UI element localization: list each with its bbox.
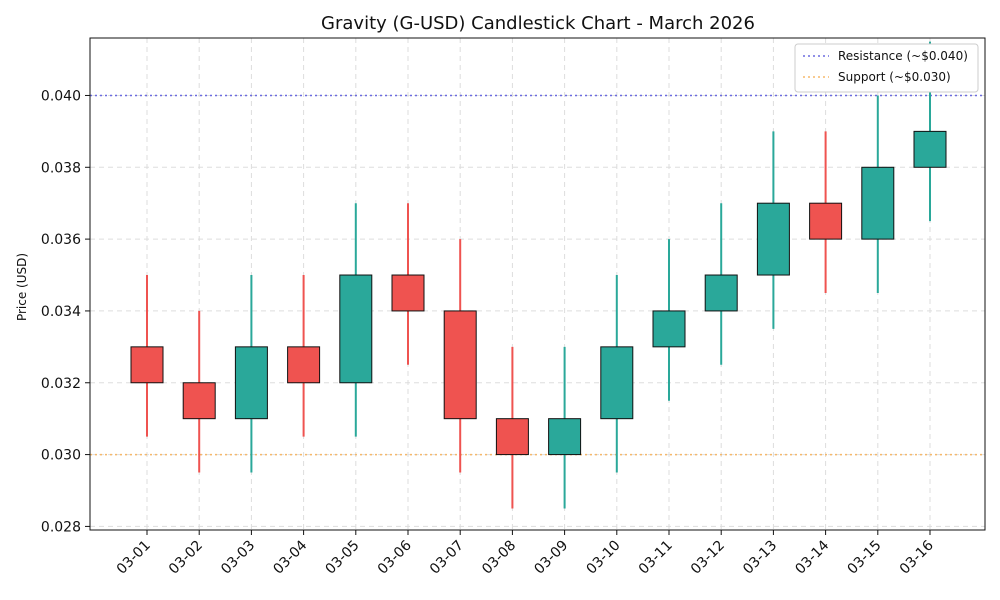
candle-03-09 bbox=[548, 346, 582, 509]
x-tick-label: 03-06 bbox=[375, 537, 415, 577]
candle-body bbox=[548, 418, 582, 456]
candle-body bbox=[287, 346, 321, 384]
x-tick-label: 03-09 bbox=[531, 538, 571, 578]
candle-03-14 bbox=[809, 131, 843, 293]
candle-body bbox=[809, 202, 843, 240]
candle-03-10 bbox=[600, 275, 634, 473]
legend-resistance-label: Resistance (~$0.040) bbox=[838, 49, 968, 63]
candle-03-04 bbox=[287, 275, 321, 437]
x-axis: 03-01 03-02 03-03 03-04 03-05 03-06 03-07 03-08… bbox=[114, 530, 937, 578]
candle-03-12 bbox=[704, 203, 738, 365]
x-tick-label: 03-07 bbox=[427, 538, 467, 578]
candle-body bbox=[391, 274, 425, 312]
x-tick-label: 03-10 bbox=[584, 538, 624, 578]
candle-body bbox=[182, 382, 216, 420]
x-tick-label: 03-16 bbox=[897, 537, 937, 577]
x-tick-label: 03-13 bbox=[740, 538, 780, 578]
candle-03-11 bbox=[652, 239, 686, 401]
x-tick-label: 03-12 bbox=[688, 538, 728, 578]
candle-03-13 bbox=[756, 131, 790, 329]
y-tick-label: 0.038 bbox=[41, 160, 81, 176]
x-tick-label: 03-02 bbox=[166, 538, 206, 578]
candle-body bbox=[704, 274, 738, 312]
candle-03-07 bbox=[443, 239, 477, 473]
candle-body bbox=[600, 346, 634, 420]
candle-03-08 bbox=[495, 346, 529, 509]
x-tick-label: 03-05 bbox=[323, 538, 363, 578]
y-tick-label: 0.036 bbox=[41, 232, 81, 248]
y-tick-label: 0.032 bbox=[41, 376, 81, 392]
grid bbox=[90, 38, 985, 530]
candle-body bbox=[339, 274, 373, 384]
y-axis-label: Price (USD) bbox=[15, 253, 29, 321]
candle-03-06 bbox=[391, 203, 425, 365]
y-tick-label: 0.028 bbox=[41, 519, 81, 535]
candle-body bbox=[495, 418, 529, 456]
candle-body bbox=[130, 346, 164, 384]
x-tick-label: 03-15 bbox=[845, 538, 885, 578]
legend-box bbox=[794, 43, 979, 93]
candle-body bbox=[913, 130, 947, 168]
legend: Resistance (~$0.040) Support (~$0.030) bbox=[794, 43, 979, 93]
x-tick-label: 03-01 bbox=[114, 538, 154, 578]
candle-body bbox=[443, 310, 477, 420]
x-tick-label: 03-04 bbox=[270, 537, 310, 577]
candle-03-15 bbox=[861, 95, 895, 293]
candles bbox=[130, 41, 947, 509]
y-axis: 0.028 0.030 0.032 0.034 0.036 0.038 0.040 bbox=[41, 88, 90, 535]
legend-support-label: Support (~$0.030) bbox=[838, 70, 951, 84]
candle-03-03 bbox=[234, 275, 268, 473]
x-tick-label: 03-11 bbox=[636, 538, 676, 578]
x-tick-label: 03-08 bbox=[479, 538, 519, 578]
candle-body bbox=[652, 310, 686, 348]
x-tick-label: 03-14 bbox=[792, 537, 832, 577]
candle-body bbox=[234, 346, 268, 420]
candle-body bbox=[756, 202, 790, 276]
y-tick-label: 0.030 bbox=[41, 448, 81, 464]
candle-03-01 bbox=[130, 275, 164, 437]
candle-03-02 bbox=[182, 310, 216, 473]
plot-frame bbox=[89, 37, 986, 531]
y-tick-label: 0.040 bbox=[41, 88, 81, 104]
candle-body bbox=[861, 166, 895, 240]
candle-03-05 bbox=[339, 203, 373, 437]
chart-title: Gravity (G-USD) Candlestick Chart - Marc… bbox=[321, 13, 755, 34]
y-tick-label: 0.034 bbox=[41, 304, 81, 320]
x-tick-label: 03-03 bbox=[218, 538, 258, 578]
reference-lines bbox=[90, 94, 985, 456]
